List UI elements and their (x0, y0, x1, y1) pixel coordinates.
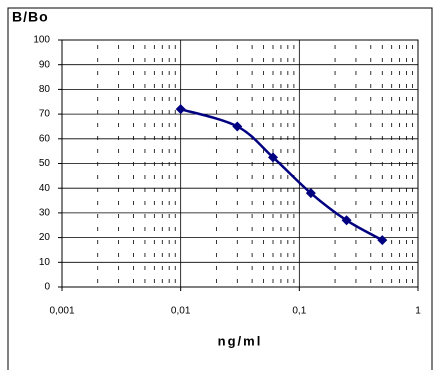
x-tick-label: 0,01 (171, 306, 191, 317)
x-axis-label: ng/ml (218, 333, 263, 348)
y-tick-label: 60 (39, 133, 51, 144)
data-line (180, 107, 383, 242)
y-tick-label: 40 (39, 183, 51, 194)
y-tick-label: 20 (39, 232, 51, 243)
y-tick-label: 80 (39, 84, 51, 95)
chart-frame (7, 7, 433, 370)
y-tick-label: 50 (39, 158, 51, 169)
data-point (268, 152, 279, 163)
chart-title: B/Bo (12, 9, 49, 25)
x-tick-label: 1 (415, 306, 421, 317)
data-point (175, 104, 186, 115)
x-tick-label: 0,1 (292, 306, 306, 317)
data-point (377, 235, 388, 246)
data-point (341, 215, 352, 226)
y-tick-label: 30 (39, 208, 51, 219)
y-tick-label: 10 (39, 257, 51, 268)
plot-frame (61, 39, 419, 288)
data-point (232, 121, 243, 132)
x-tick-label: 0,001 (49, 306, 74, 317)
y-tick-label: 0 (44, 282, 50, 293)
y-tick-label: 90 (39, 59, 51, 70)
y-tick-label: 100 (33, 35, 50, 46)
y-tick-label: 70 (39, 109, 51, 120)
data-point (305, 188, 316, 199)
